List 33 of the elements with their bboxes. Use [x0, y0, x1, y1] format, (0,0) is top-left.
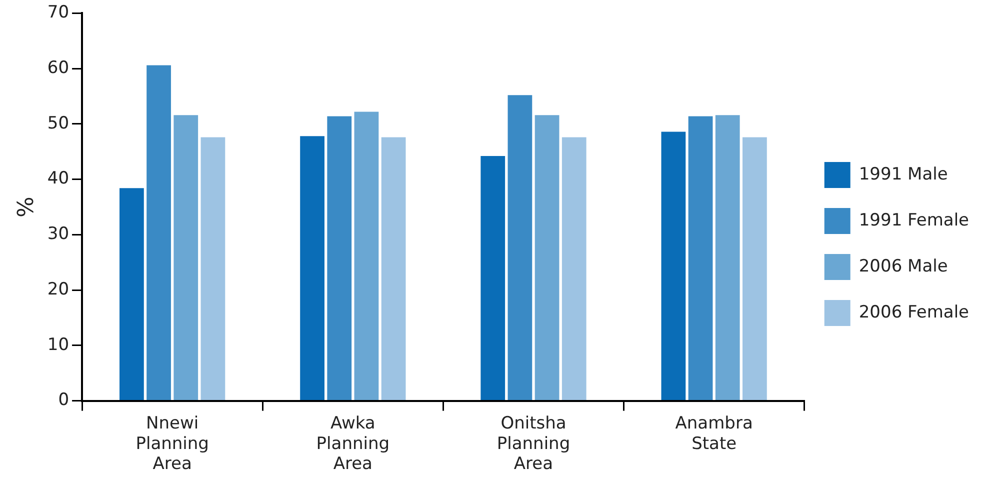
y-tick-label: 40 [47, 168, 70, 189]
legend-label: 1991 Female [858, 210, 970, 230]
bar [742, 137, 767, 400]
bar [715, 115, 740, 400]
y-tick-label: 0 [58, 390, 70, 410]
x-tick-label: Awka Planning Area [316, 413, 390, 474]
bar [146, 65, 171, 400]
legend-label: 2006 Male [858, 256, 948, 276]
bar [300, 136, 324, 400]
y-axis-title: % [14, 196, 39, 218]
x-tick-label: Nnewi Planning Area [136, 413, 209, 474]
bar [661, 132, 686, 400]
y-tick-label: 30 [47, 224, 70, 244]
y-tick-label: 20 [47, 279, 70, 300]
bar [480, 156, 506, 400]
x-tick-label: Anambra State [675, 413, 753, 454]
bar [120, 188, 144, 400]
legend-label: 2006 Female [858, 302, 970, 322]
y-tick-label: 50 [47, 113, 70, 134]
bar [562, 137, 586, 400]
legend-label: 1991 Male [858, 164, 948, 184]
bar [354, 112, 379, 400]
bar [381, 137, 406, 400]
bar [174, 115, 198, 400]
y-tick-label: 60 [47, 58, 70, 78]
bar [200, 137, 226, 400]
bar [327, 116, 352, 400]
x-tick-label: Onitsha Planning Area [496, 413, 570, 474]
bar [688, 116, 713, 400]
y-tick-label: 10 [47, 334, 70, 355]
bar [508, 95, 532, 400]
y-tick-label: 70 [47, 2, 70, 23]
bar [534, 115, 560, 400]
